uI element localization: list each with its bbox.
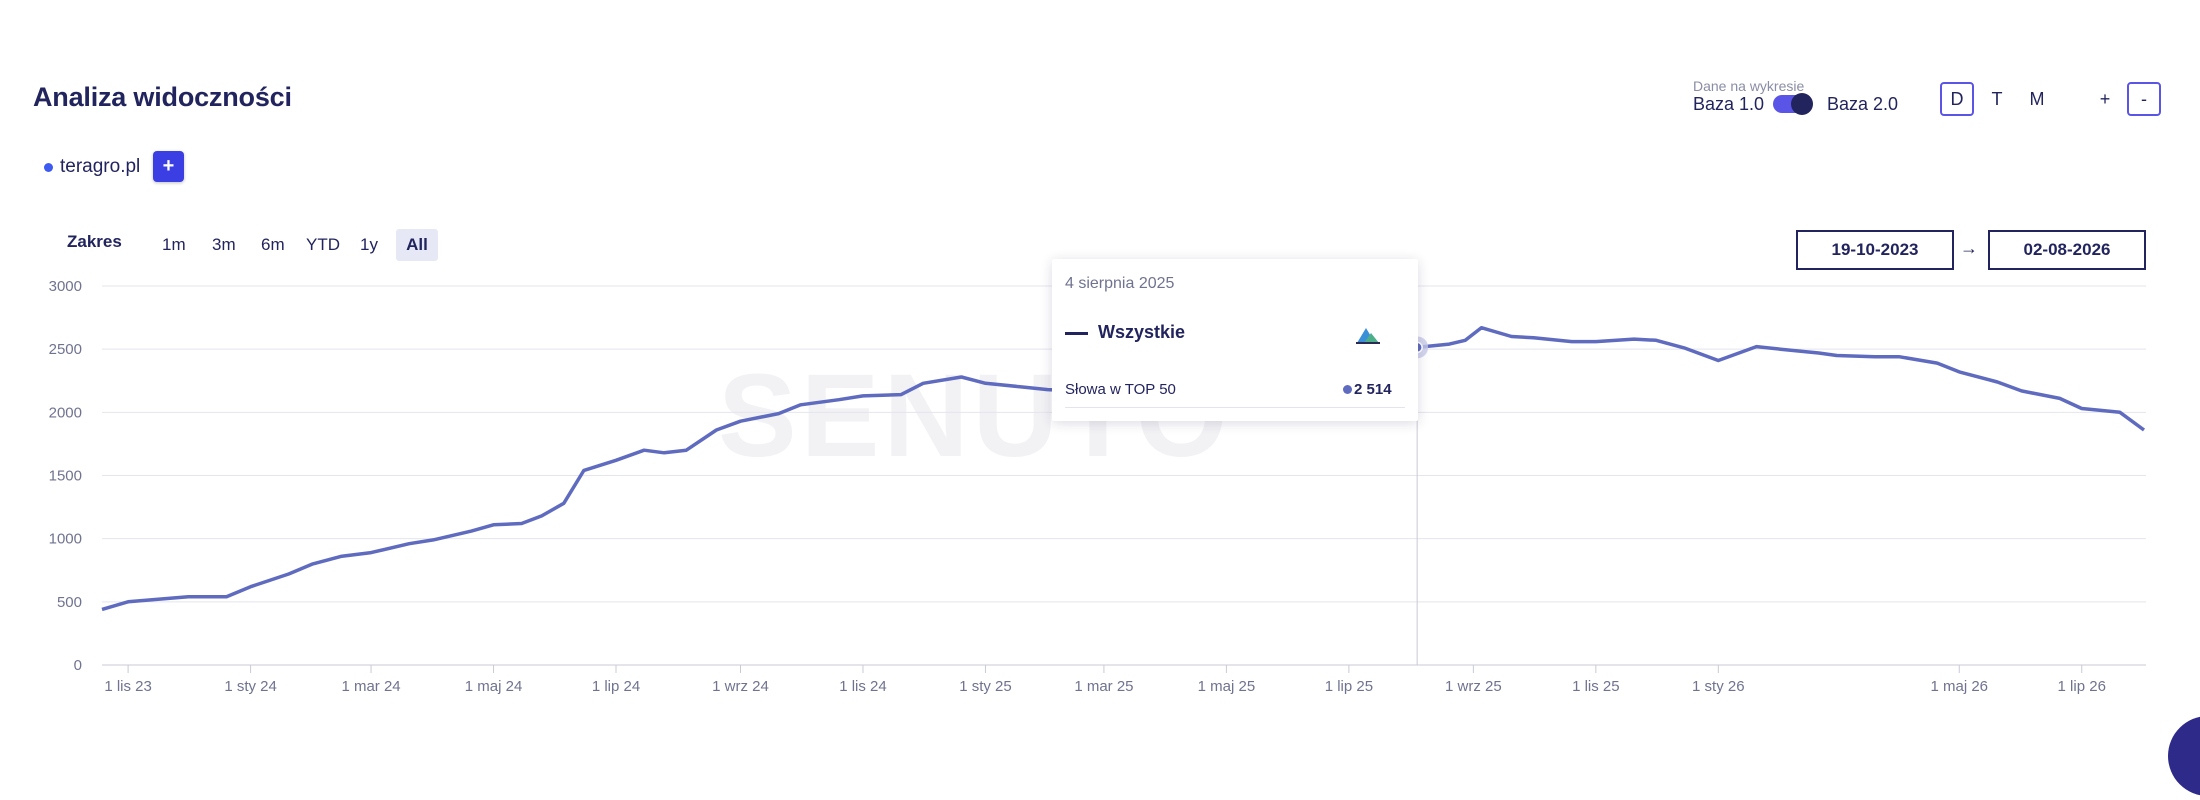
x-tick-label: 1 sty 26 <box>1692 678 1745 695</box>
range-1y-button[interactable]: 1y <box>360 235 378 254</box>
zoom-out-button[interactable]: - <box>2127 82 2161 116</box>
x-tick-label: 1 mar 24 <box>341 678 400 695</box>
date-to-input[interactable]: 02-08-2026 <box>1988 230 2146 270</box>
algorithm-update-icon <box>1356 328 1380 344</box>
domain-item[interactable]: teragro.pl <box>44 156 140 178</box>
y-tick-label: 2500 <box>49 341 82 358</box>
x-axis-ticks: 1 lis 23 1 sty 24 1 mar 24 1 maj 24 1 lip 24… <box>104 665 2106 695</box>
y-tick-label: 3000 <box>49 278 82 295</box>
data-caption: Dane na wykresie <box>1693 78 1805 94</box>
x-tick-label: 1 lip 24 <box>592 678 640 695</box>
x-tick-label: 1 mar 25 <box>1074 678 1133 695</box>
y-tick-label: 1500 <box>49 468 82 485</box>
tooltip-separator <box>1065 407 1405 408</box>
domain-color-dot <box>44 162 53 172</box>
range-label: Zakres <box>67 232 122 251</box>
tooltip-metric-label: Słowa w TOP 50 <box>1065 381 1176 398</box>
range-ytd-button[interactable]: YTD <box>306 235 340 254</box>
period-day-button[interactable]: D <box>1940 82 1974 116</box>
x-tick-label: 1 lip 26 <box>2058 678 2106 695</box>
tooltip-date: 4 sierpnia 2025 <box>1065 275 1175 292</box>
range-all-button[interactable]: All <box>396 229 438 261</box>
x-tick-label: 1 sty 24 <box>224 678 277 695</box>
base-toggle[interactable] <box>1773 93 1813 115</box>
y-axis-ticks: 0 500 1000 1500 2000 2500 3000 <box>49 278 82 674</box>
base-2-label: Baza 2.0 <box>1827 94 1899 114</box>
x-tick-label: 1 lis 25 <box>1572 678 1620 695</box>
period-month-button[interactable]: M <box>2029 88 2045 109</box>
y-tick-label: 500 <box>57 594 82 611</box>
x-tick-label: 1 maj 26 <box>1930 678 1988 695</box>
tooltip-series-swatch <box>1065 332 1088 335</box>
x-tick-label: 1 wrz 24 <box>712 678 769 695</box>
date-from-input[interactable]: 19-10-2023 <box>1796 230 1954 270</box>
tooltip-value: 2 514 <box>1354 381 1392 398</box>
add-domain-button[interactable]: + <box>153 151 184 182</box>
range-3m-button[interactable]: 3m <box>212 235 236 254</box>
zoom-in-button[interactable]: + <box>2099 88 2111 109</box>
x-tick-label: 1 lis 24 <box>839 678 887 695</box>
x-tick-label: 1 sty 25 <box>959 678 1012 695</box>
period-week-button[interactable]: T <box>1991 88 2003 109</box>
x-tick-label: 1 maj 25 <box>1198 678 1256 695</box>
x-tick-label: 1 wrz 25 <box>1445 678 1502 695</box>
base-1-label: Baza 1.0 <box>1693 94 1765 114</box>
x-tick-label: 1 lip 25 <box>1325 678 1373 695</box>
tooltip-value-dot <box>1343 385 1352 394</box>
x-tick-label: 1 lis 23 <box>104 678 152 695</box>
range-6m-button[interactable]: 6m <box>261 235 285 254</box>
date-range-arrow: → <box>1960 238 1978 258</box>
tooltip-series-name: Wszystkie <box>1098 322 1186 342</box>
page-title: Analiza widoczności <box>33 82 292 112</box>
toggle-knob <box>1791 93 1813 115</box>
x-tick-label: 1 maj 24 <box>465 678 523 695</box>
chart-tooltip: 4 sierpnia 2025 Wszystkie Słowa w TOP 50… <box>1052 259 1418 421</box>
y-tick-label: 2000 <box>49 404 82 421</box>
y-tick-label: 1000 <box>49 531 82 548</box>
y-tick-label: 0 <box>74 657 82 674</box>
range-1m-button[interactable]: 1m <box>162 235 186 254</box>
domain-name: teragro.pl <box>60 156 141 177</box>
